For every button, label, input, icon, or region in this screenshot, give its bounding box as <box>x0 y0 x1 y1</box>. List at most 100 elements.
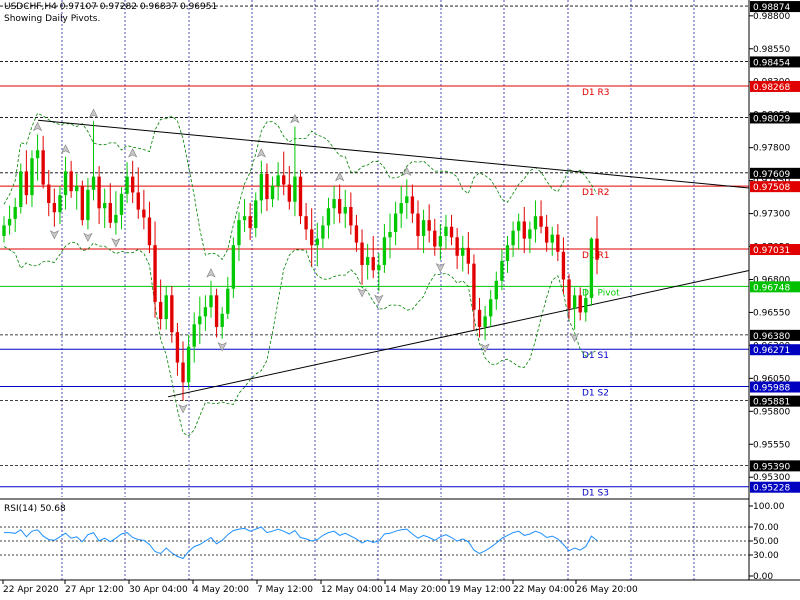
fractal-down-marker <box>111 237 121 248</box>
candle-body <box>461 247 465 256</box>
candle-body <box>114 214 118 223</box>
fractal-down-marker <box>49 230 60 240</box>
level-price-label: 0.98268 <box>753 83 790 93</box>
price-tick-label: 0.97300 <box>753 210 790 220</box>
candle-body <box>505 245 510 262</box>
candle-body <box>477 309 482 327</box>
time-tick-label: 19 May 12:00 <box>449 585 511 595</box>
close-value: 0.96951 <box>179 2 218 12</box>
price-tick-label: 0.97800 <box>753 144 790 154</box>
time-tick-label: 22 Apr 2020 <box>3 585 59 595</box>
fractal-level-label-bg <box>750 1 800 13</box>
fractal-level-label: 0.97609 <box>753 170 790 180</box>
fractal-down-marker <box>435 263 446 273</box>
envelope-bands <box>3 112 598 437</box>
fractal-up-marker <box>334 171 345 182</box>
candle-body <box>310 229 314 246</box>
candle-body <box>567 279 571 309</box>
open-value: 0.97107 <box>59 2 97 12</box>
candle-body <box>365 257 370 265</box>
level-price-label-bg <box>750 181 800 193</box>
candle-body <box>326 208 331 226</box>
candle-body <box>248 216 252 229</box>
candle-body <box>125 176 129 194</box>
fractal-level-label-bg <box>750 460 800 472</box>
time-tick-label: 30 Apr 04:00 <box>129 585 188 595</box>
candle-body <box>119 193 124 215</box>
time-tick-label: 12 May 04:00 <box>321 585 383 595</box>
low-value: 0.96837 <box>139 2 178 12</box>
candle-body <box>337 199 342 214</box>
candle-body <box>578 295 582 313</box>
time-tick-label: 14 May 20:00 <box>385 585 447 595</box>
level-price-label-bg <box>750 481 800 493</box>
candle-body <box>438 235 443 247</box>
candle-body <box>30 158 34 196</box>
level-price-label: 0.97031 <box>753 246 790 256</box>
candle-body <box>304 216 308 230</box>
time-tick-label: 27 Apr 12:00 <box>65 585 124 595</box>
candle-body <box>198 316 202 325</box>
price-tick-label: 0.98800 <box>753 12 790 22</box>
fractal-up-marker <box>256 148 267 158</box>
rsi-tick-label: 100.00 <box>753 502 785 512</box>
fractal-up-marker <box>88 108 99 118</box>
level-price-label-bg <box>750 281 800 293</box>
trendline <box>167 270 750 398</box>
candle-body <box>472 263 476 310</box>
fractal-level-label: 0.98029 <box>753 114 790 124</box>
fractal-level-label-bg <box>750 395 800 407</box>
candle-body <box>483 316 487 327</box>
candle-body <box>539 216 543 227</box>
candle-body <box>136 192 140 210</box>
candle-body <box>399 203 403 214</box>
candle-body <box>254 200 258 229</box>
price-tick-label: 0.95800 <box>753 407 790 417</box>
candle-body <box>298 176 303 217</box>
candle-body <box>589 238 594 298</box>
candle-body <box>265 174 269 200</box>
candle-body <box>466 247 471 264</box>
candle-body <box>142 209 146 218</box>
candle-body <box>108 203 112 223</box>
fractal-down-marker <box>83 232 93 243</box>
candle-body <box>321 225 325 239</box>
rsi-tick-label: 30.00 <box>753 551 779 561</box>
candle-body <box>220 313 224 327</box>
time-tick-label: 26 May 20:00 <box>576 585 638 595</box>
candle-body <box>41 150 45 185</box>
fractal-level-label: 0.98454 <box>753 58 790 68</box>
grid <box>0 0 749 580</box>
fractal-down-marker <box>357 288 367 298</box>
candle-body <box>444 226 448 236</box>
candle-body <box>544 226 549 243</box>
price-tick-label: 0.96550 <box>753 308 790 318</box>
price-tick-label: 0.95550 <box>753 440 790 450</box>
level-label: D1 R3 <box>582 88 610 98</box>
fractal-level-label-bg <box>750 329 800 341</box>
fractal-level-label: 0.95881 <box>753 398 790 408</box>
candle-body <box>561 251 566 280</box>
candles <box>2 121 599 401</box>
trendlines <box>37 119 750 398</box>
level-price-label-bg <box>750 344 800 356</box>
candle-body <box>86 189 90 221</box>
level-price-label: 0.95988 <box>753 384 790 394</box>
candle-body <box>343 206 347 214</box>
candle-body <box>58 195 62 213</box>
chart-subtitle: Showing Daily Pivots. <box>4 14 101 24</box>
candle-body <box>237 220 241 246</box>
candle-body <box>377 264 381 271</box>
fractal-level-label: 0.95390 <box>753 462 790 472</box>
candle-body <box>13 206 17 219</box>
candle-body <box>63 171 68 196</box>
candle-body <box>550 234 554 243</box>
fractal-up-marker <box>402 166 412 176</box>
candle-body <box>455 237 459 256</box>
candle-body <box>388 232 392 238</box>
level-price-label: 0.95228 <box>753 484 790 494</box>
candle-body <box>595 238 599 260</box>
upper-band <box>3 112 598 261</box>
candle-body <box>103 203 107 209</box>
